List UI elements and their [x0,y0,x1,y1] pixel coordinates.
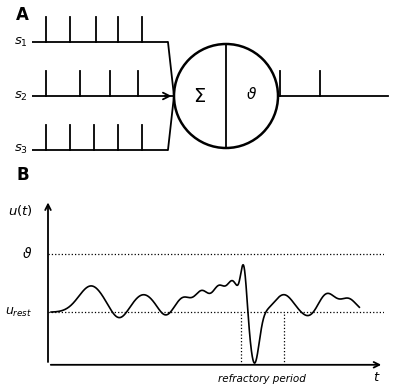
Text: $\vartheta$: $\vartheta$ [22,246,32,261]
Text: B: B [16,166,29,184]
Text: $u_{rest}$: $u_{rest}$ [6,306,32,319]
Text: $s_1$: $s_1$ [14,36,28,49]
Text: $t$: $t$ [373,371,381,384]
Text: $\vartheta$: $\vartheta$ [246,86,258,102]
Text: A: A [16,6,29,24]
Text: $s_3$: $s_3$ [14,143,28,156]
Text: $s_2$: $s_2$ [14,89,28,103]
Text: $u(t)$: $u(t)$ [8,203,32,218]
Text: $\Sigma$: $\Sigma$ [194,86,206,106]
Text: refractory period: refractory period [218,374,306,384]
